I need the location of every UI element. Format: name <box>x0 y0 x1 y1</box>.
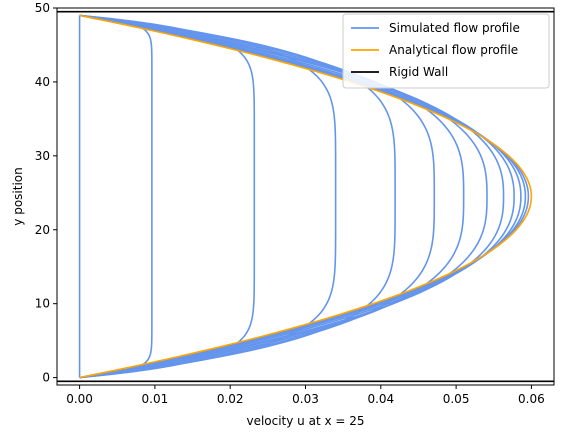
y-tick-label: 0 <box>42 371 50 385</box>
analytical-profile-line <box>79 14 533 379</box>
x-axis-ticks: 0.00 0.01 0.02 0.03 0.04 0.05 0.06 <box>66 385 545 406</box>
x-tick-label: 0.04 <box>367 392 394 406</box>
y-tick-label: 20 <box>35 223 50 237</box>
x-axis-label: velocity u at x = 25 <box>246 414 364 428</box>
legend-box <box>342 13 550 89</box>
x-tick-label: 0.02 <box>217 392 244 406</box>
simulated-profile-line-2 <box>79 14 256 379</box>
legend-label: Simulated flow profile <box>389 21 520 35</box>
y-axis-label: y position <box>11 167 25 225</box>
x-tick-label: 0.00 <box>66 392 93 406</box>
simulated-profile-line-12 <box>79 14 530 379</box>
x-tick-label: 0.03 <box>292 392 319 406</box>
simulated-profile-line-11 <box>79 14 527 379</box>
y-tick-label: 10 <box>35 297 50 311</box>
simulated-profile-line-1 <box>79 14 153 379</box>
x-tick-label: 0.05 <box>443 392 470 406</box>
legend-label: Analytical flow profile <box>389 43 518 57</box>
x-tick-label: 0.01 <box>142 392 169 406</box>
simulated-profile-line-10 <box>79 14 522 379</box>
legend-label: Rigid Wall <box>389 65 448 79</box>
y-tick-label: 30 <box>35 149 50 163</box>
y-axis-ticks: 0 10 20 30 40 50 <box>35 1 57 385</box>
y-tick-label: 50 <box>35 1 50 15</box>
x-tick-label: 0.06 <box>518 392 545 406</box>
legend: Simulated flow profile Analytical flow pr… <box>342 13 550 89</box>
plot-lines <box>57 10 554 383</box>
y-tick-label: 40 <box>35 75 50 89</box>
simulated-profile-line-3 <box>79 14 337 379</box>
